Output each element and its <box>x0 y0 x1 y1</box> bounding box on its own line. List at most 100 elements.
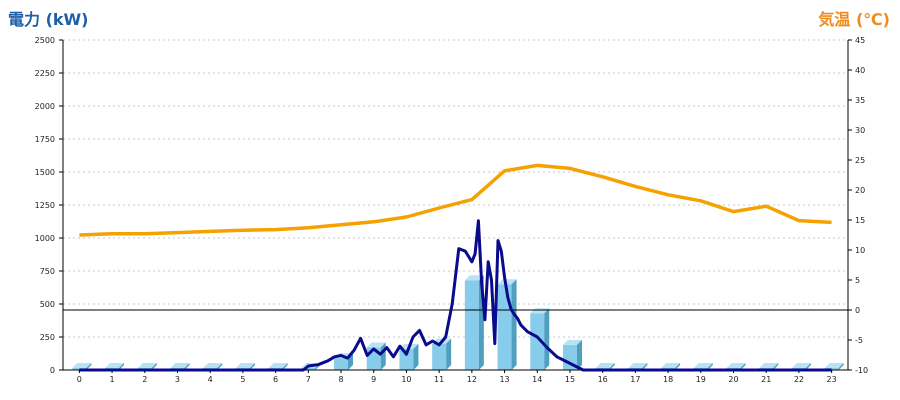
left-tick-label: 1250 <box>35 201 55 210</box>
temperature-line <box>79 163 832 237</box>
power-bar-side <box>773 363 779 370</box>
power-bar <box>72 368 87 370</box>
left-axis-title: 電力 (kW) <box>8 10 89 29</box>
x-tick-label: 11 <box>434 375 444 384</box>
x-tick-label: 5 <box>240 375 245 384</box>
power-bar-top <box>595 363 615 368</box>
left-tick-label: 2250 <box>35 69 55 78</box>
power-bar-top <box>464 275 484 281</box>
x-tick-label: 1 <box>110 375 115 384</box>
x-tick-label: 7 <box>306 375 311 384</box>
power-bar-side <box>642 363 648 370</box>
left-tick-label: 250 <box>40 333 55 342</box>
power-bar-side <box>413 343 419 370</box>
left-tick-label: 1750 <box>35 135 55 144</box>
right-tick-label: -10 <box>855 366 868 375</box>
lines <box>79 163 832 372</box>
axes <box>59 39 852 373</box>
power-bars <box>72 275 844 370</box>
power-bar-side <box>511 279 517 370</box>
power-bar-side <box>184 363 190 370</box>
x-tick-label: 16 <box>598 375 608 384</box>
power-bar-side <box>675 363 681 370</box>
x-tick-label: 15 <box>565 375 575 384</box>
power-bar-side <box>740 363 746 370</box>
power-bar-side <box>544 308 550 370</box>
x-tick-label: 8 <box>338 375 343 384</box>
power-bar-top <box>105 363 125 368</box>
right-tick-label: 10 <box>855 246 865 255</box>
power-bar-side <box>446 338 452 370</box>
power-bar-top <box>235 363 255 368</box>
left-tick-label: 500 <box>40 300 55 309</box>
power-bar-side <box>119 363 125 370</box>
power-bar-top <box>170 363 190 368</box>
right-tick-label: 5 <box>855 276 860 285</box>
power-bar-top <box>530 308 550 314</box>
right-tick-label: 25 <box>855 156 865 165</box>
x-tick-label: 17 <box>630 375 640 384</box>
power-bar-side <box>838 363 844 370</box>
power-bar-top <box>137 363 157 368</box>
power-bar-top <box>759 363 779 368</box>
right-tick-label: -5 <box>855 336 863 345</box>
power-bar-top <box>562 339 582 345</box>
left-tick-label: 1000 <box>35 234 55 243</box>
x-tick-label: 2 <box>142 375 147 384</box>
power-bar-top <box>497 279 517 285</box>
right-axis-title: 気温 (℃) <box>818 10 890 29</box>
left-tick-label: 1500 <box>35 168 55 177</box>
power-bar-side <box>609 363 615 370</box>
power-bar <box>464 280 479 370</box>
power-bar-top <box>268 363 288 368</box>
power-bar-top <box>661 363 681 368</box>
power-bar-side <box>217 363 223 370</box>
power-bar-side <box>282 363 288 370</box>
power-bar <box>334 358 349 370</box>
x-tick-label: 22 <box>794 375 804 384</box>
power-bar-side <box>576 339 582 370</box>
tick-labels: 02505007501000125015001750200022502500-1… <box>35 36 868 384</box>
x-tick-label: 20 <box>728 375 738 384</box>
power-bar-top <box>693 363 713 368</box>
right-tick-label: 30 <box>855 126 865 135</box>
right-tick-label: 40 <box>855 66 865 75</box>
right-tick-label: 45 <box>855 36 865 45</box>
power-bar <box>530 313 545 370</box>
x-tick-label: 23 <box>827 375 837 384</box>
power-bar <box>301 368 316 370</box>
x-tick-label: 21 <box>761 375 771 384</box>
power-bar-top <box>628 363 648 368</box>
x-tick-label: 19 <box>696 375 706 384</box>
power-bar <box>399 348 414 370</box>
x-tick-label: 13 <box>499 375 509 384</box>
power-bar-top <box>366 342 386 348</box>
left-tick-label: 2000 <box>35 102 55 111</box>
power-bar-side <box>249 363 255 370</box>
power-bar-side <box>707 363 713 370</box>
x-tick-label: 18 <box>663 375 673 384</box>
left-tick-label: 2500 <box>35 36 55 45</box>
power-bar <box>432 343 447 370</box>
x-tick-label: 6 <box>273 375 278 384</box>
left-tick-label: 750 <box>40 267 55 276</box>
power-bar-side <box>805 363 811 370</box>
right-tick-label: 35 <box>855 96 865 105</box>
power-bar <box>497 284 512 370</box>
x-tick-label: 3 <box>175 375 180 384</box>
x-tick-label: 10 <box>401 375 411 384</box>
power-bar-top <box>824 363 844 368</box>
right-tick-label: 15 <box>855 216 865 225</box>
power-bar-top <box>726 363 746 368</box>
left-tick-label: 0 <box>50 366 55 375</box>
power-bar-side <box>151 363 157 370</box>
right-tick-label: 20 <box>855 186 865 195</box>
power-bar-top <box>72 363 92 368</box>
grid <box>63 39 848 338</box>
power-bar-top <box>791 363 811 368</box>
x-tick-label: 12 <box>467 375 477 384</box>
x-tick-label: 14 <box>532 375 542 384</box>
right-tick-label: 0 <box>855 306 860 315</box>
